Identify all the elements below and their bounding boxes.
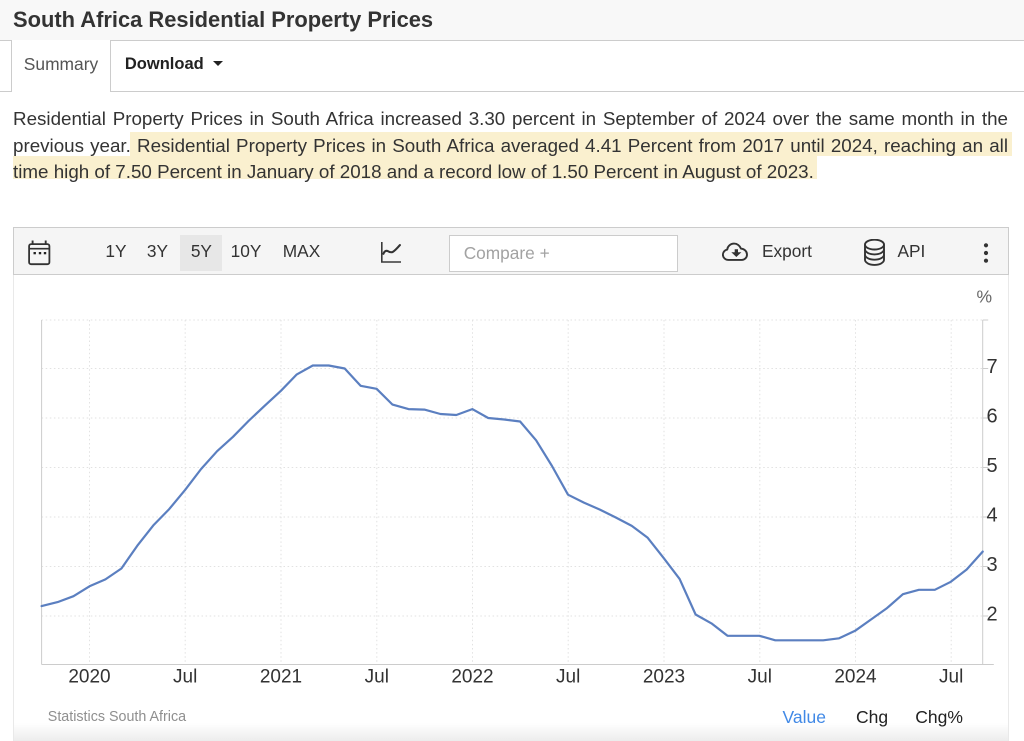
- svg-text:2021: 2021: [260, 667, 302, 688]
- svg-text:%: %: [976, 287, 992, 307]
- svg-text:Jul: Jul: [173, 667, 197, 688]
- svg-text:2020: 2020: [68, 667, 110, 688]
- svg-text:2: 2: [987, 604, 998, 626]
- svg-text:4: 4: [987, 505, 998, 527]
- svg-text:6: 6: [987, 406, 998, 428]
- svg-text:Jul: Jul: [365, 667, 389, 688]
- svg-text:3: 3: [987, 554, 998, 576]
- svg-text:Jul: Jul: [939, 667, 963, 688]
- svg-text:Jul: Jul: [556, 667, 580, 688]
- svg-text:2023: 2023: [643, 667, 685, 688]
- svg-text:2024: 2024: [834, 667, 877, 688]
- svg-text:5: 5: [987, 455, 998, 477]
- svg-text:Jul: Jul: [748, 667, 772, 688]
- svg-text:2022: 2022: [451, 667, 493, 688]
- svg-text:7: 7: [987, 356, 998, 378]
